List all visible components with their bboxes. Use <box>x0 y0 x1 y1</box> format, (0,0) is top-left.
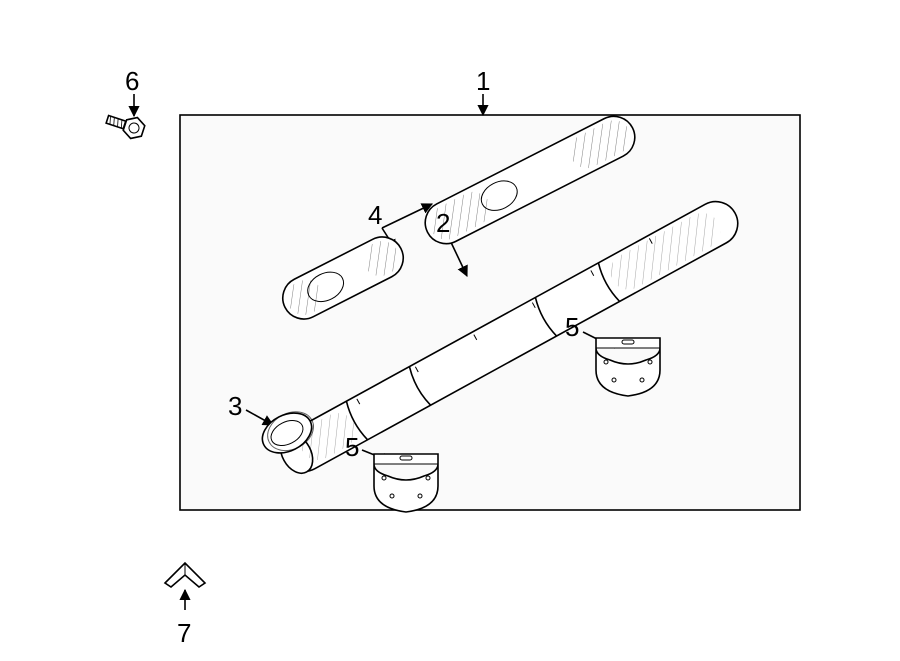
callout-1: 1 <box>476 68 490 94</box>
callout-4: 4 <box>368 202 382 228</box>
diagram-svg <box>0 0 900 661</box>
hex-bolt <box>104 109 146 142</box>
callout-7: 7 <box>177 620 191 646</box>
callout-5a: 5 <box>565 314 579 340</box>
callout-6: 6 <box>125 68 139 94</box>
diagram-stage: 1 2 3 4 5 5 6 7 <box>0 0 900 661</box>
retainer-clip <box>165 563 205 587</box>
callout-3: 3 <box>228 393 242 419</box>
callout-2: 2 <box>436 210 450 236</box>
callout-5b: 5 <box>345 434 359 460</box>
